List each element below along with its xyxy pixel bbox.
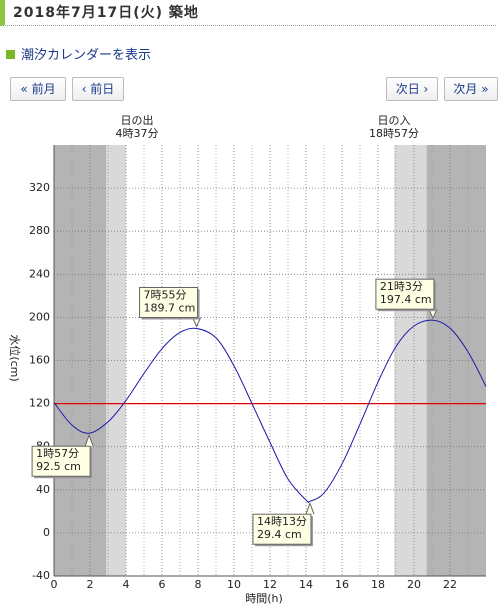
- callout-value: 29.4 cm: [257, 528, 302, 541]
- callout-value: 189.7 cm: [144, 301, 196, 314]
- x-tick-label: 8: [195, 578, 202, 591]
- x-tick-label: 20: [407, 578, 421, 591]
- y-tick-label: 280: [29, 224, 50, 237]
- callout-box: [139, 286, 199, 318]
- x-axis-title: 時間(h): [245, 592, 283, 605]
- callout-time: 21時3分: [380, 280, 423, 293]
- x-tick-label: 14: [299, 578, 313, 591]
- x-tick-label: 4: [123, 578, 130, 591]
- sunset-time: 18時57分: [369, 127, 419, 140]
- y-tick-label: 200: [29, 310, 50, 323]
- y-tick-label: 120: [29, 397, 50, 410]
- prev-month-button[interactable]: « 前月: [10, 77, 66, 101]
- x-tick-label: 6: [159, 578, 166, 591]
- x-tick-label: 18: [371, 578, 385, 591]
- x-tick-label: 22: [443, 578, 457, 591]
- callout-value: 92.5 cm: [36, 460, 81, 473]
- y-tick-label: -40: [32, 569, 50, 582]
- tide-line: [53, 319, 487, 503]
- callout-time: 1時57分: [36, 447, 79, 460]
- y-tick-label: 240: [29, 267, 50, 280]
- y-axis-title: 水位(cm): [8, 334, 22, 381]
- sunrise-label: 日の出: [121, 113, 154, 127]
- x-tick-label: 0: [51, 578, 58, 591]
- calendar-link[interactable]: 潮汐カレンダーを表示: [6, 44, 151, 63]
- callout-time: 14時13分: [257, 515, 307, 528]
- callout-box: [375, 278, 435, 310]
- callout-pointer: [192, 317, 202, 328]
- x-tick-label: 10: [227, 578, 241, 591]
- next-month-button[interactable]: 次月 »: [444, 77, 498, 101]
- page-title: 2018年7月17日(火) 築地: [0, 0, 496, 26]
- callout-box: [31, 445, 91, 477]
- prev-day-button[interactable]: ‹ 前日: [72, 77, 124, 101]
- x-tick-label: 2: [87, 578, 94, 591]
- y-tick-label: 40: [36, 483, 50, 496]
- night-band: [54, 145, 107, 576]
- x-tick-label: 12: [263, 578, 277, 591]
- callout-pointer: [305, 501, 315, 515]
- sunrise-time: 4時37分: [116, 127, 159, 140]
- sunset-label: 日の入: [378, 114, 411, 127]
- callout-pointer: [428, 308, 438, 320]
- y-tick-label: 0: [43, 526, 50, 539]
- night-band: [106, 145, 126, 576]
- x-tick-label: 16: [335, 578, 349, 591]
- callout-time: 7時55分: [144, 288, 187, 301]
- y-tick-label: 320: [29, 181, 50, 194]
- callout-pointer: [84, 433, 94, 447]
- callout-box: [252, 513, 312, 545]
- callout-value: 197.4 cm: [380, 293, 432, 306]
- next-day-button[interactable]: 次日 ›: [386, 77, 438, 101]
- calendar-link-text[interactable]: 潮汐カレンダーを表示: [21, 48, 152, 63]
- y-tick-label: 160: [29, 354, 50, 367]
